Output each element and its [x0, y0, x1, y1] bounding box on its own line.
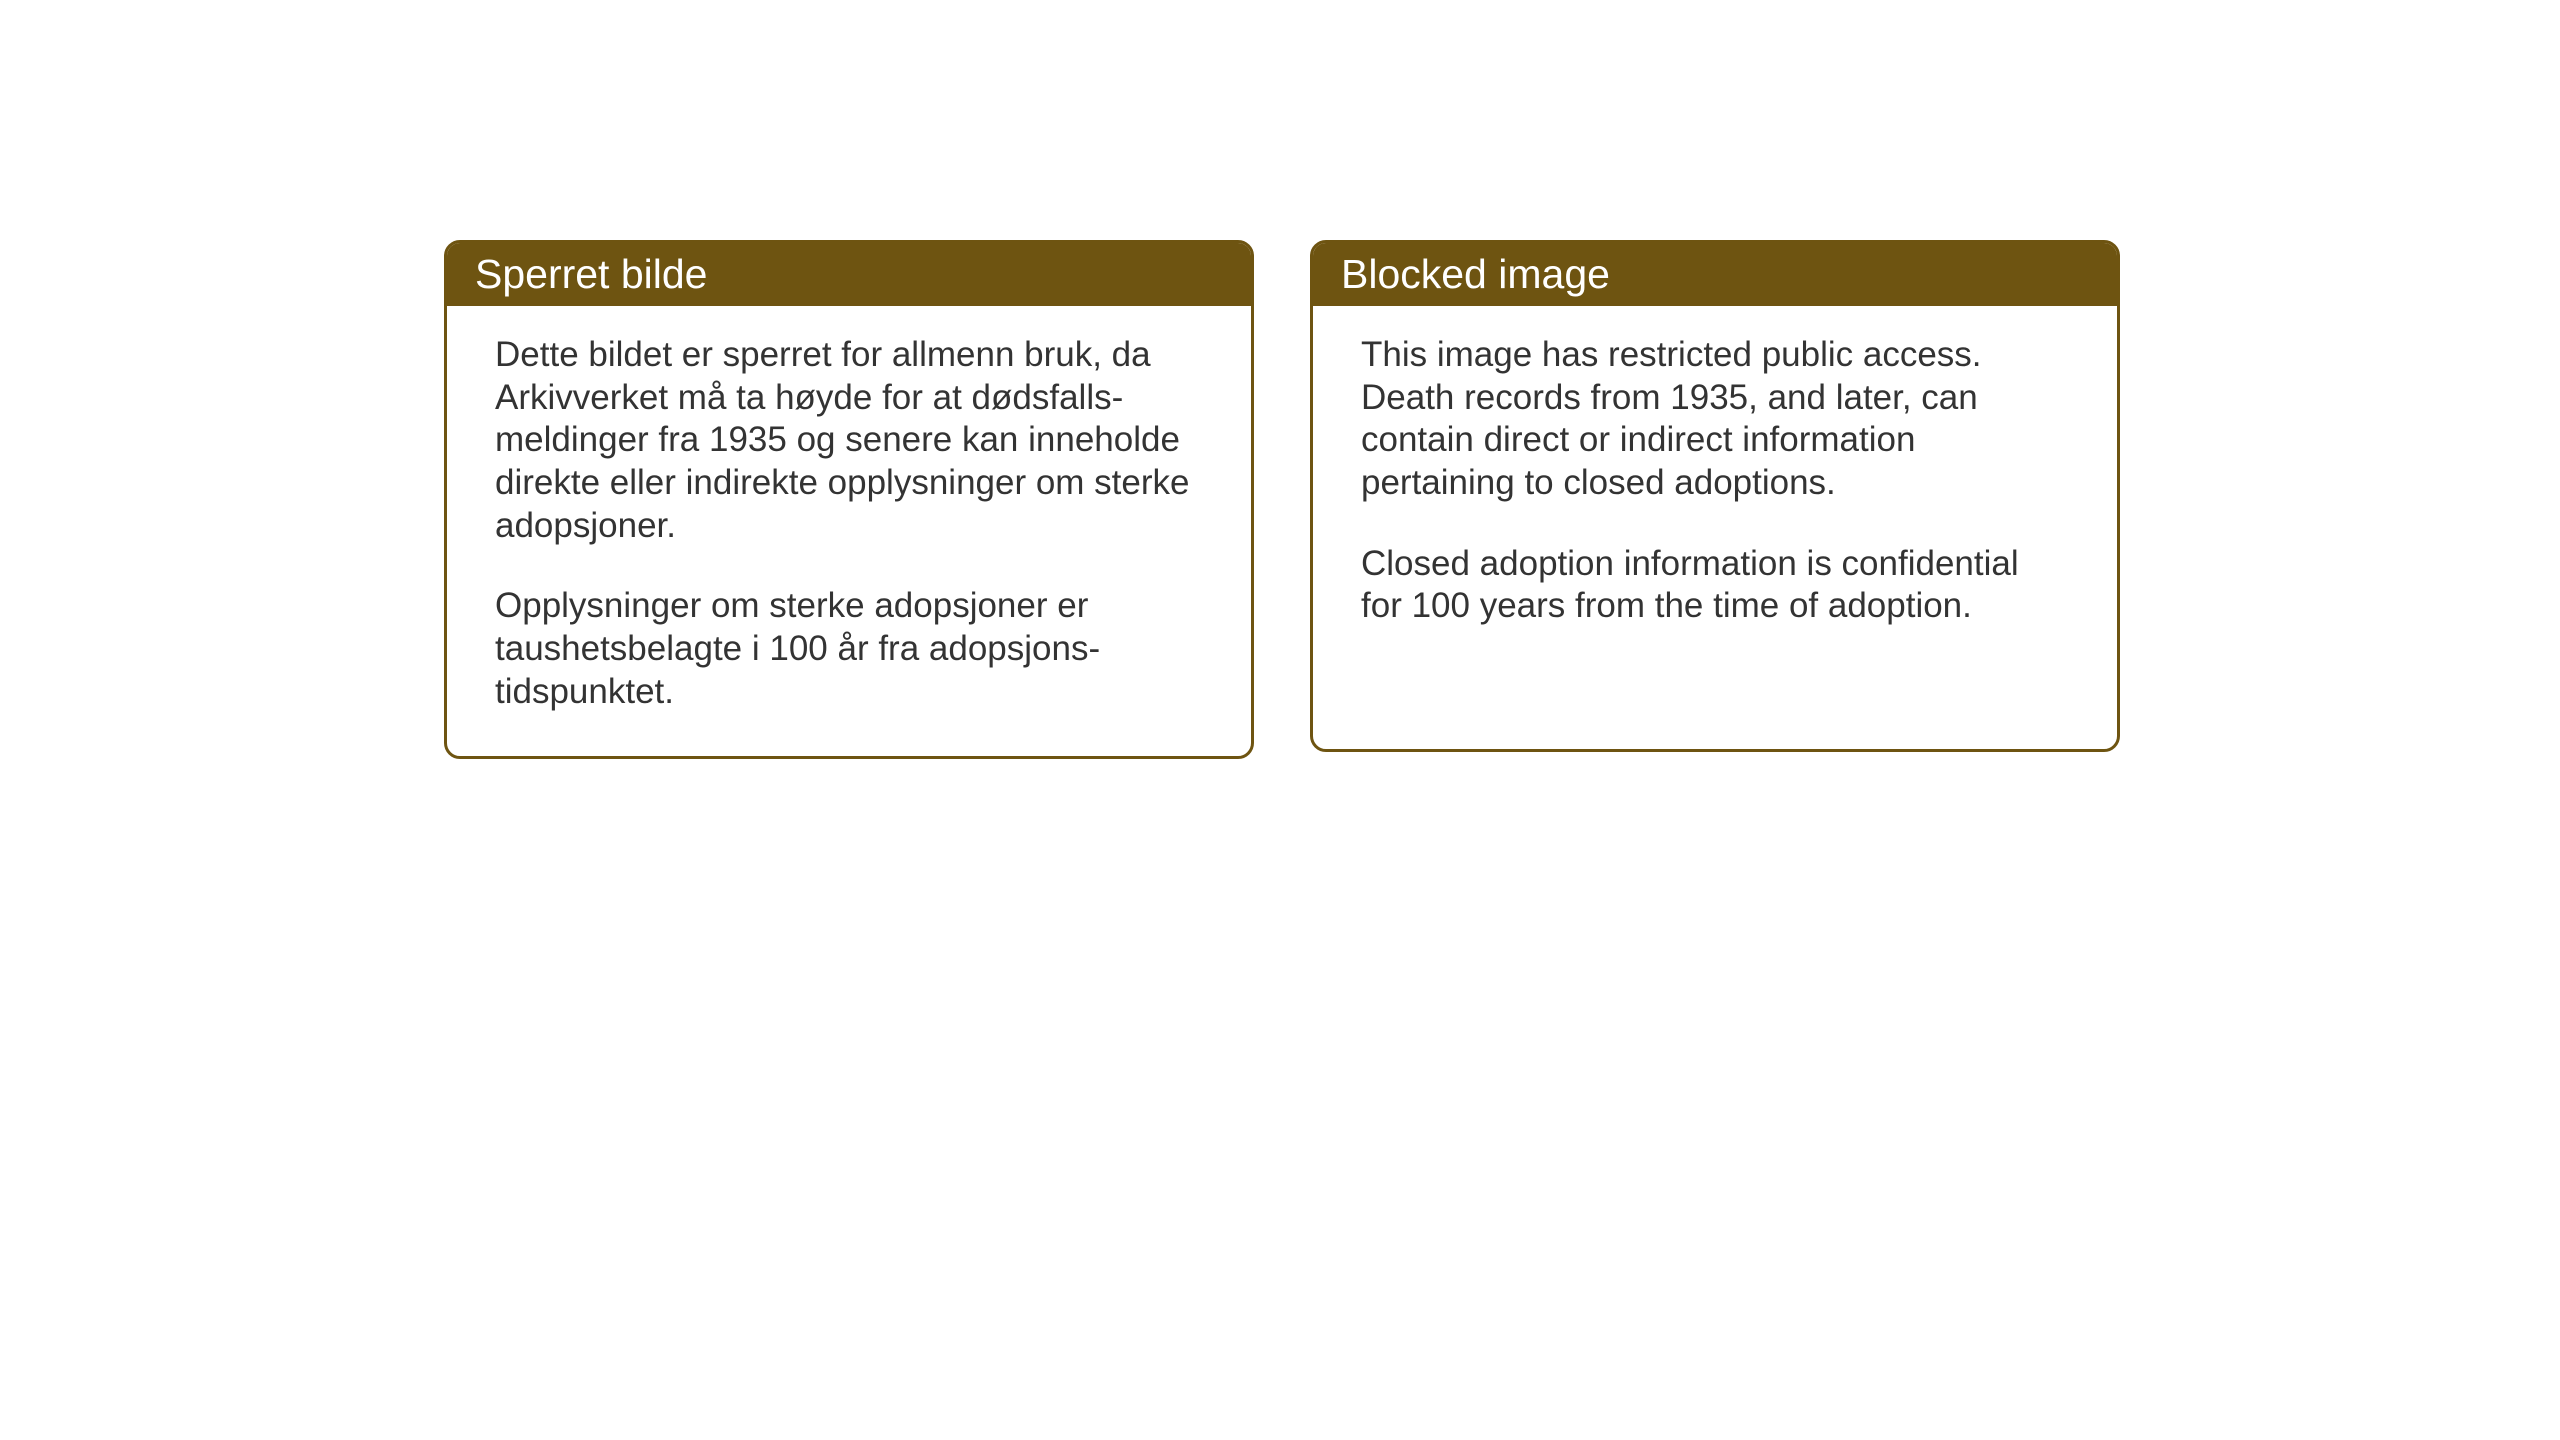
- paragraph-english-1: This image has restricted public access.…: [1361, 334, 2069, 505]
- notice-container: Sperret bilde Dette bildet er sperret fo…: [444, 240, 2120, 759]
- paragraph-english-2: Closed adoption information is confident…: [1361, 543, 2069, 628]
- card-header-english: Blocked image: [1313, 243, 2117, 306]
- card-title-norwegian: Sperret bilde: [475, 251, 707, 297]
- card-body-english: This image has restricted public access.…: [1313, 306, 2117, 670]
- paragraph-norwegian-2: Opplysninger om sterke adopsjoner er tau…: [495, 585, 1203, 713]
- card-title-english: Blocked image: [1341, 251, 1610, 297]
- card-body-norwegian: Dette bildet er sperret for allmenn bruk…: [447, 306, 1251, 756]
- card-header-norwegian: Sperret bilde: [447, 243, 1251, 306]
- notice-card-norwegian: Sperret bilde Dette bildet er sperret fo…: [444, 240, 1254, 759]
- paragraph-norwegian-1: Dette bildet er sperret for allmenn bruk…: [495, 334, 1203, 547]
- notice-card-english: Blocked image This image has restricted …: [1310, 240, 2120, 752]
